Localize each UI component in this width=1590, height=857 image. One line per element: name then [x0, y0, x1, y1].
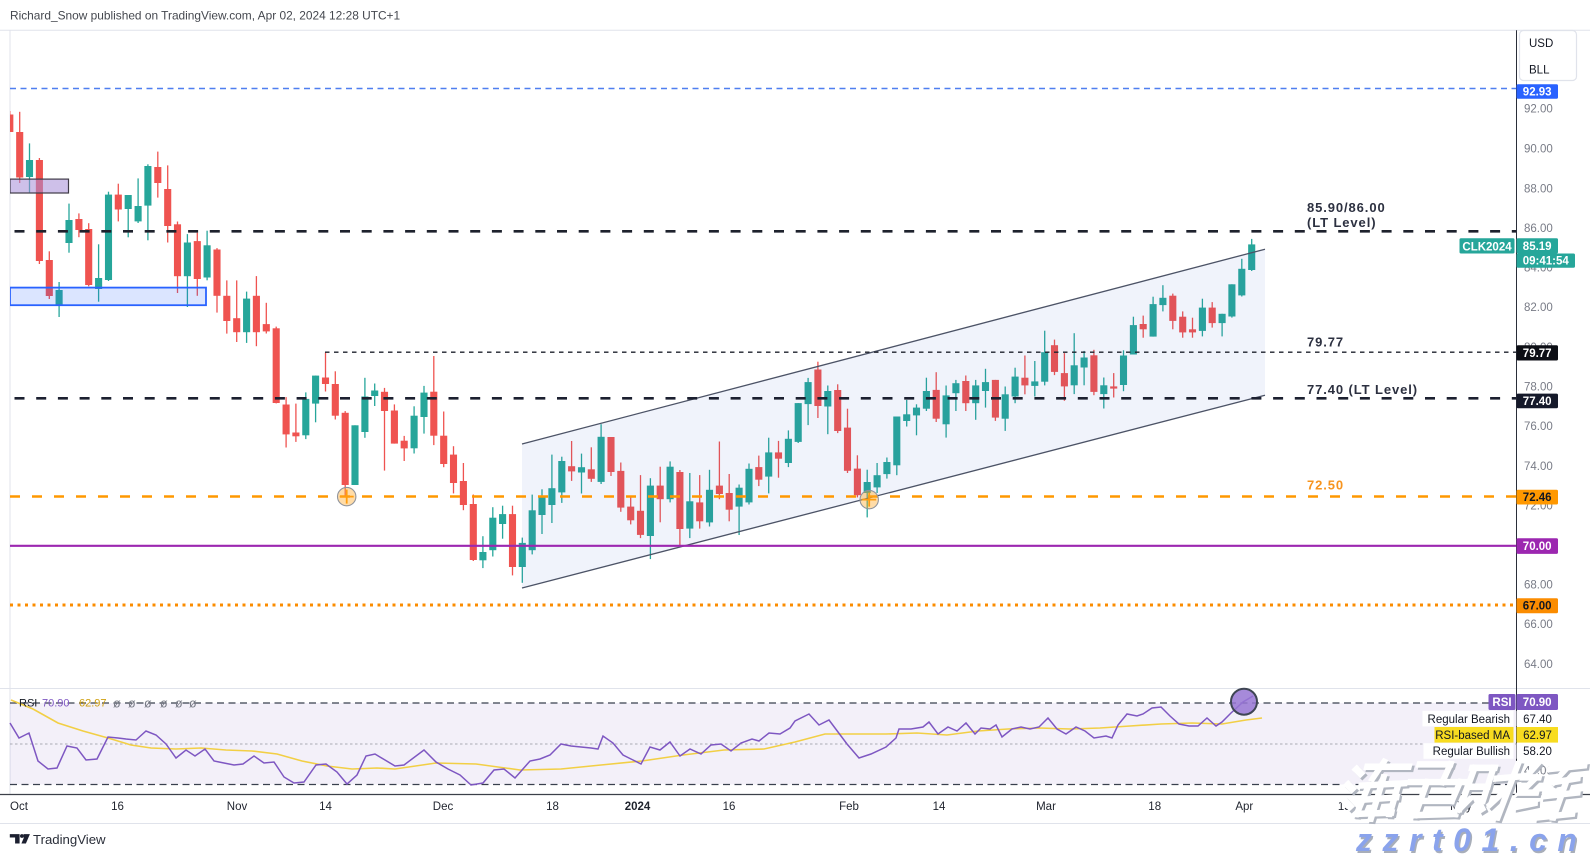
svg-text:(LT Level): (LT Level)	[1307, 215, 1376, 230]
svg-text:77.40 (LT Level): 77.40 (LT Level)	[1307, 382, 1418, 397]
svg-text:Apr: Apr	[1235, 801, 1253, 813]
svg-text:90.00: 90.00	[1524, 144, 1553, 156]
svg-text:ø: ø	[189, 697, 197, 711]
svg-text:09:41:54: 09:41:54	[1523, 256, 1570, 268]
svg-text:Nov: Nov	[227, 801, 248, 813]
svg-text:TradingView: TradingView	[33, 832, 106, 847]
svg-text:62.97: 62.97	[79, 698, 107, 710]
svg-text:85.90/86.00: 85.90/86.00	[1307, 200, 1386, 215]
svg-text:70.90: 70.90	[42, 698, 70, 710]
svg-text:RSI-based MA: RSI-based MA	[1435, 730, 1510, 742]
svg-text:14: 14	[319, 801, 332, 813]
svg-text:92.93: 92.93	[1523, 87, 1552, 99]
svg-text:RSI: RSI	[19, 698, 37, 710]
svg-text:RSI: RSI	[1492, 697, 1511, 709]
svg-text:86.00: 86.00	[1524, 223, 1553, 235]
svg-text:BLL: BLL	[1529, 65, 1550, 77]
svg-text:Feb: Feb	[839, 801, 859, 813]
svg-text:18: 18	[546, 801, 559, 813]
svg-text:ø: ø	[175, 697, 183, 711]
svg-text:16: 16	[723, 801, 736, 813]
svg-text:58.20: 58.20	[1523, 746, 1552, 758]
svg-text:ø: ø	[113, 697, 121, 711]
svg-text:Regular Bullish: Regular Bullish	[1433, 746, 1510, 758]
svg-text:Oct: Oct	[10, 801, 29, 813]
svg-text:79.77: 79.77	[1523, 348, 1552, 360]
svg-text:68.00: 68.00	[1524, 580, 1553, 592]
svg-text:77.40: 77.40	[1523, 396, 1552, 408]
svg-text:82.00: 82.00	[1524, 302, 1553, 314]
svg-text:76.00: 76.00	[1524, 421, 1553, 433]
svg-text:64.00: 64.00	[1524, 659, 1553, 671]
svg-text:ø: ø	[128, 697, 136, 711]
svg-text:67.40: 67.40	[1523, 714, 1552, 726]
svg-text:67.00: 67.00	[1523, 601, 1552, 613]
svg-text:66.00: 66.00	[1524, 619, 1553, 631]
svg-text:ø: ø	[144, 697, 152, 711]
svg-text:USD: USD	[1529, 38, 1553, 50]
svg-text:18: 18	[1148, 801, 1161, 813]
svg-text:79.77: 79.77	[1307, 335, 1344, 350]
svg-text:62.97: 62.97	[1523, 730, 1552, 742]
svg-text:92.00: 92.00	[1524, 104, 1553, 116]
svg-text:85.19: 85.19	[1523, 241, 1552, 253]
svg-text:70.90: 70.90	[1523, 697, 1552, 709]
svg-text:zzrt01.cn: zzrt01.cn	[1355, 822, 1587, 857]
svg-text:2024: 2024	[625, 801, 651, 813]
svg-text:14: 14	[933, 801, 946, 813]
svg-text:70.00: 70.00	[1523, 541, 1552, 553]
svg-text:CLK2024: CLK2024	[1462, 241, 1512, 253]
svg-text:72.50: 72.50	[1307, 478, 1344, 493]
svg-text:72.46: 72.46	[1523, 492, 1552, 504]
svg-text:Dec: Dec	[433, 801, 454, 813]
svg-text:16: 16	[111, 801, 124, 813]
svg-text:Regular Bearish: Regular Bearish	[1428, 714, 1510, 726]
svg-text:88.00: 88.00	[1524, 183, 1553, 195]
svg-text:ø: ø	[160, 697, 168, 711]
svg-text:Mar: Mar	[1036, 801, 1056, 813]
svg-text:Richard_Snow published on Trad: Richard_Snow published on TradingView.co…	[10, 9, 400, 23]
svg-text:78.00: 78.00	[1524, 382, 1553, 394]
svg-text:74.00: 74.00	[1524, 461, 1553, 473]
